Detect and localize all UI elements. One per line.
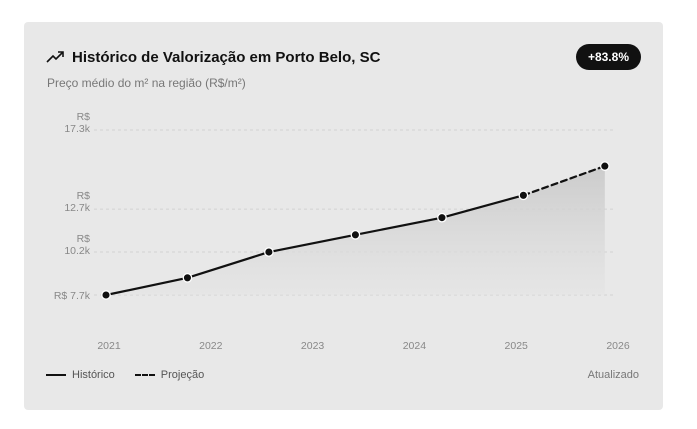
legend-item-historic: Histórico	[46, 369, 115, 381]
legend-label-historic: Histórico	[72, 369, 115, 381]
x-tick-label: 2023	[301, 340, 325, 352]
chart-subtitle: Preço médio do m² na região (R$/m²)	[47, 76, 246, 90]
projection-line	[522, 164, 606, 197]
historic-line	[104, 194, 525, 297]
chart-title: Histórico de Valorização em Porto Belo, …	[72, 48, 381, 66]
x-tick-label: 2024	[403, 340, 427, 352]
trending-up-icon	[46, 50, 64, 64]
x-tick-label: 2026	[606, 340, 630, 352]
y-tick-label: R$ 12.7k	[64, 190, 90, 214]
legend-dashed-line	[134, 374, 155, 376]
chart-card: Histórico de Valorização em Porto Belo, …	[24, 22, 663, 410]
x-tick-label: 2025	[505, 340, 529, 352]
growth-badge: +83.8%	[575, 44, 641, 70]
data-point	[264, 247, 274, 257]
data-point	[182, 272, 193, 283]
updated-label: Atualizado	[587, 369, 639, 381]
card-header: Histórico de Valorização em Porto Belo, …	[46, 44, 641, 70]
data-point	[437, 212, 447, 223]
legend-item-projection: Projeção	[134, 369, 205, 381]
legend-solid-line	[46, 374, 66, 376]
x-tick-label: 2021	[97, 340, 121, 352]
x-tick-label: 2022	[199, 340, 223, 352]
y-tick-label: R$ 7.7k	[54, 290, 91, 302]
data-point	[599, 161, 610, 171]
y-tick-label: R$ 10.2k	[64, 233, 90, 257]
line-chart: R$ 17.3k R$ 12.7k R$ 10.2k R$ 7.7k 2021 2022 2023…	[54, 111, 630, 352]
legend-label-projection: Projeção	[160, 369, 205, 381]
area-fill	[106, 166, 605, 295]
data-point	[101, 290, 111, 300]
y-tick-label: R$ 17.3k	[64, 111, 90, 135]
chart-legend: Histórico Projeção	[46, 369, 224, 381]
data-point	[350, 229, 361, 240]
data-point	[518, 190, 529, 201]
